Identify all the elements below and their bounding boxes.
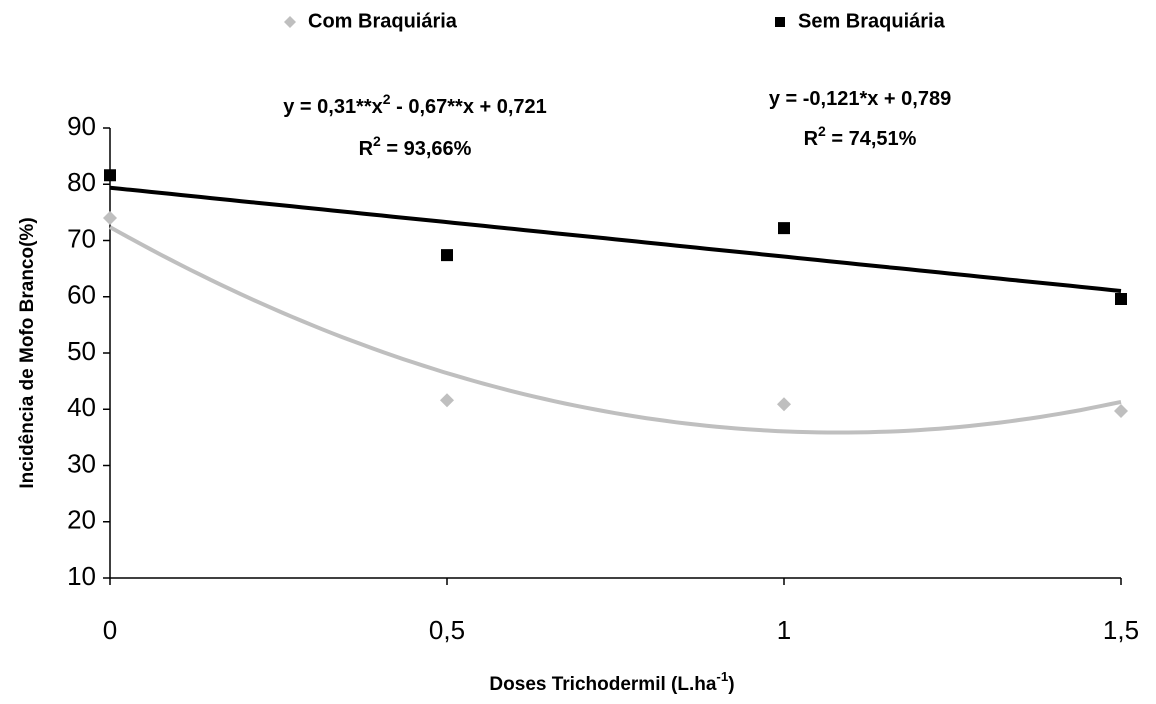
equation: y = 0,31**x2 - 0,67**x + 0,721	[283, 91, 547, 119]
r-squared-sup: 2	[373, 133, 381, 149]
point	[1115, 293, 1127, 305]
legend-marker	[775, 17, 785, 27]
x-tick-label: 0	[103, 615, 117, 645]
y-tick-label: 70	[67, 223, 96, 253]
y-tick-label: 80	[67, 167, 96, 197]
y-tick-label: 20	[67, 505, 96, 535]
y-tick-label: 30	[67, 448, 96, 478]
y-tick-label: 10	[67, 561, 96, 591]
x-axis-label-part: Doses Trichodermil (L.ha	[489, 674, 716, 695]
equation-sup: 2	[383, 91, 391, 107]
x-tick-label: 1	[777, 615, 791, 645]
y-tick-label: 40	[67, 392, 96, 422]
x-tick-label: 0,5	[429, 615, 465, 645]
legend-label: Sem Braquiária	[798, 10, 946, 32]
r-squared-part: R	[804, 128, 819, 150]
point	[777, 397, 791, 412]
x-axis-label-part: )	[728, 674, 734, 695]
point	[440, 393, 454, 408]
y-axis-label: Incidência de Mofo Branco(%)	[17, 217, 38, 488]
point	[778, 222, 790, 235]
equation-part: y = 0,31**x	[283, 96, 383, 118]
trendline	[109, 185, 1122, 293]
y-tick-label: 50	[67, 336, 96, 366]
x-axis-label-sup: -1	[716, 669, 728, 684]
equation-part: - 0,67**x + 0,721	[391, 96, 547, 118]
y-tick-label: 90	[67, 111, 96, 141]
point	[1114, 403, 1128, 418]
x-tick-label: 1,5	[1103, 615, 1139, 645]
point	[103, 211, 117, 225]
r-squared-part: = 93,66%	[381, 138, 472, 160]
equation-part: y = -0,121*x + 0,789	[769, 88, 951, 110]
point	[441, 249, 453, 262]
x-axis-label: Doses Trichodermil (L.ha-1)	[489, 669, 734, 696]
r-squared: R2 = 74,51%	[804, 123, 917, 151]
r-squared: R2 = 93,66%	[359, 133, 472, 161]
point	[104, 169, 116, 182]
y-tick-label: 60	[67, 280, 96, 310]
legend-marker	[284, 16, 296, 28]
legend-label: Com Braquiária	[308, 10, 458, 32]
r-squared-part: = 74,51%	[826, 128, 917, 150]
r-squared-part: R	[359, 138, 374, 160]
equation: y = -0,121*x + 0,789	[769, 88, 951, 110]
r-squared-sup: 2	[818, 123, 826, 139]
trendline	[109, 225, 1122, 435]
